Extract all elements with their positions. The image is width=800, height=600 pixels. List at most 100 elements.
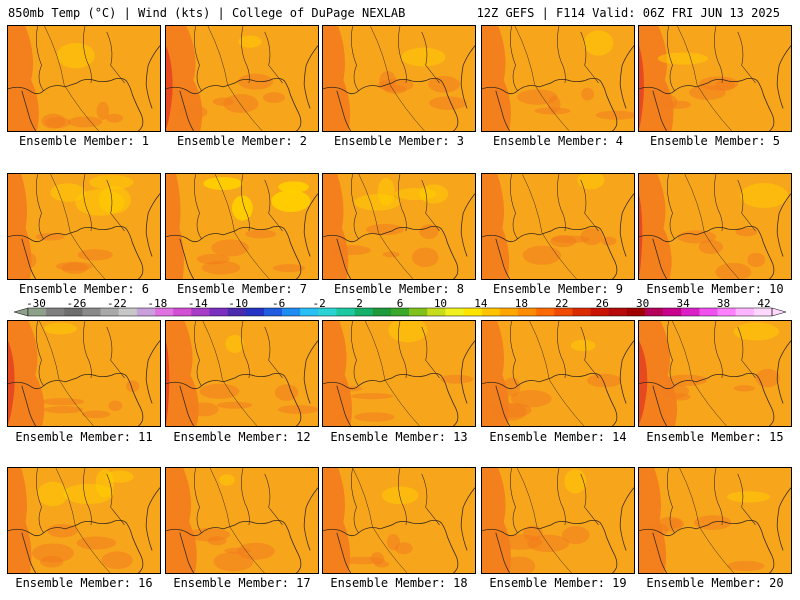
temperature-field [8, 26, 160, 131]
map-panel [638, 320, 792, 427]
colorbar-segment [644, 308, 664, 316]
colorbar-segment [136, 308, 156, 316]
colorbar-segment [300, 308, 319, 316]
colorbar-segment [554, 308, 573, 316]
map-panel [322, 173, 476, 280]
temperature-field [8, 468, 160, 573]
colorbar-segment [536, 308, 555, 316]
colorbar-tick-label: 42 [757, 297, 771, 310]
panel-label: Ensemble Member: 20 [646, 576, 784, 590]
temperature-field [482, 174, 634, 279]
colorbar-segment [118, 308, 138, 316]
temperature-field [639, 468, 791, 573]
map-panel [638, 173, 792, 280]
colorbar-segment [608, 308, 628, 316]
coastline [166, 77, 302, 131]
colorbar-tick-label: -22 [106, 297, 127, 310]
colorbar-segment [753, 308, 773, 316]
colorbar-segment [354, 308, 374, 316]
colorbar-tick-label: 2 [356, 297, 363, 310]
colorbar-segment [445, 308, 464, 316]
panel-label: Ensemble Member: 7 [176, 282, 308, 296]
colorbar-segment [409, 308, 428, 316]
panel-label: Ensemble Member: 8 [333, 282, 465, 296]
colorbar-tick-label: 38 [716, 297, 731, 310]
coastline [482, 77, 618, 131]
colorbar-tick-label: -18 [147, 297, 168, 310]
colorbar-segment [209, 308, 228, 316]
colorbar-tick-label: -26 [66, 297, 87, 310]
colorbar-segment [681, 308, 700, 316]
colorbar-segment [372, 308, 392, 316]
panel-label: Ensemble Member: 2 [176, 134, 308, 148]
colorbar-segment [735, 308, 755, 316]
coastline [482, 372, 618, 426]
colorbar-segment [499, 308, 519, 316]
temperature-field [166, 468, 318, 573]
colorbar-segment [318, 308, 337, 316]
temperature-field [166, 174, 318, 279]
colorbar-tick-label: -30 [26, 297, 46, 310]
coastline [166, 372, 302, 426]
coastline [323, 519, 459, 573]
temperature-field [639, 321, 791, 426]
colorbar-tick-label: 10 [433, 297, 448, 310]
temperature-field [323, 468, 475, 573]
coastline [639, 372, 775, 426]
colorbar-segment [336, 308, 355, 316]
map-panel [165, 173, 319, 280]
map-panel [165, 25, 319, 132]
map-panel [7, 467, 161, 574]
map-panel [322, 25, 476, 132]
colorbar-segment [517, 308, 537, 316]
colorbar-tick-label: 6 [396, 297, 404, 310]
colorbar-tick-label: 34 [676, 297, 690, 310]
coastline [8, 519, 144, 573]
colorbar-segment [282, 308, 301, 316]
colorbar-segment [64, 308, 83, 316]
temperature-field [323, 321, 475, 426]
colorbar-segment [245, 308, 265, 316]
colorbar-graphic [13, 307, 787, 317]
colorbar-tick-label: 18 [514, 297, 528, 310]
map-panel [165, 320, 319, 427]
coastline [8, 225, 144, 279]
colorbar-segment [626, 308, 646, 316]
panel-label: Ensemble Member: 18 [330, 576, 468, 590]
colorbar-segment [463, 308, 482, 316]
temperature-field [482, 321, 634, 426]
panel-label: Ensemble Member: 14 [489, 430, 627, 444]
colorbar-segment [717, 308, 737, 316]
coastline [639, 519, 775, 573]
colorbar-tick-label: 14 [474, 297, 488, 310]
map-panel [165, 467, 319, 574]
colorbar-segment [390, 308, 410, 316]
colorbar-segment [191, 308, 210, 316]
colorbar-segment [155, 308, 174, 316]
panel-label: Ensemble Member: 4 [492, 134, 624, 148]
map-panel [638, 467, 792, 574]
map-panel [7, 173, 161, 280]
coastline [639, 225, 775, 279]
coastline [323, 77, 459, 131]
colorbar-segment [572, 308, 591, 316]
colorbar-segment [28, 308, 47, 316]
panel-label: Ensemble Member: 11 [15, 430, 153, 444]
coastline [8, 77, 144, 131]
panel-label: Ensemble Member: 5 [649, 134, 781, 148]
colorbar-tick-label: 22 [555, 297, 569, 310]
model-run-info: 12Z GEFS | F114 Valid: 06Z FRI JUN 13 20… [476, 6, 780, 20]
map-panel [322, 467, 476, 574]
colorbar-tick-label: 26 [595, 297, 609, 310]
colorbar-segment [100, 308, 120, 316]
map-panel [638, 25, 792, 132]
temperature-field [8, 174, 160, 279]
temperature-field [639, 174, 791, 279]
temperature-field [639, 26, 791, 131]
coastline [323, 225, 459, 279]
colorbar-segment [227, 308, 247, 316]
panel-label: Ensemble Member: 15 [646, 430, 784, 444]
panel-label: Ensemble Member: 19 [489, 576, 627, 590]
colorbar-tick-label: -6 [272, 297, 286, 310]
map-panel [481, 25, 635, 132]
